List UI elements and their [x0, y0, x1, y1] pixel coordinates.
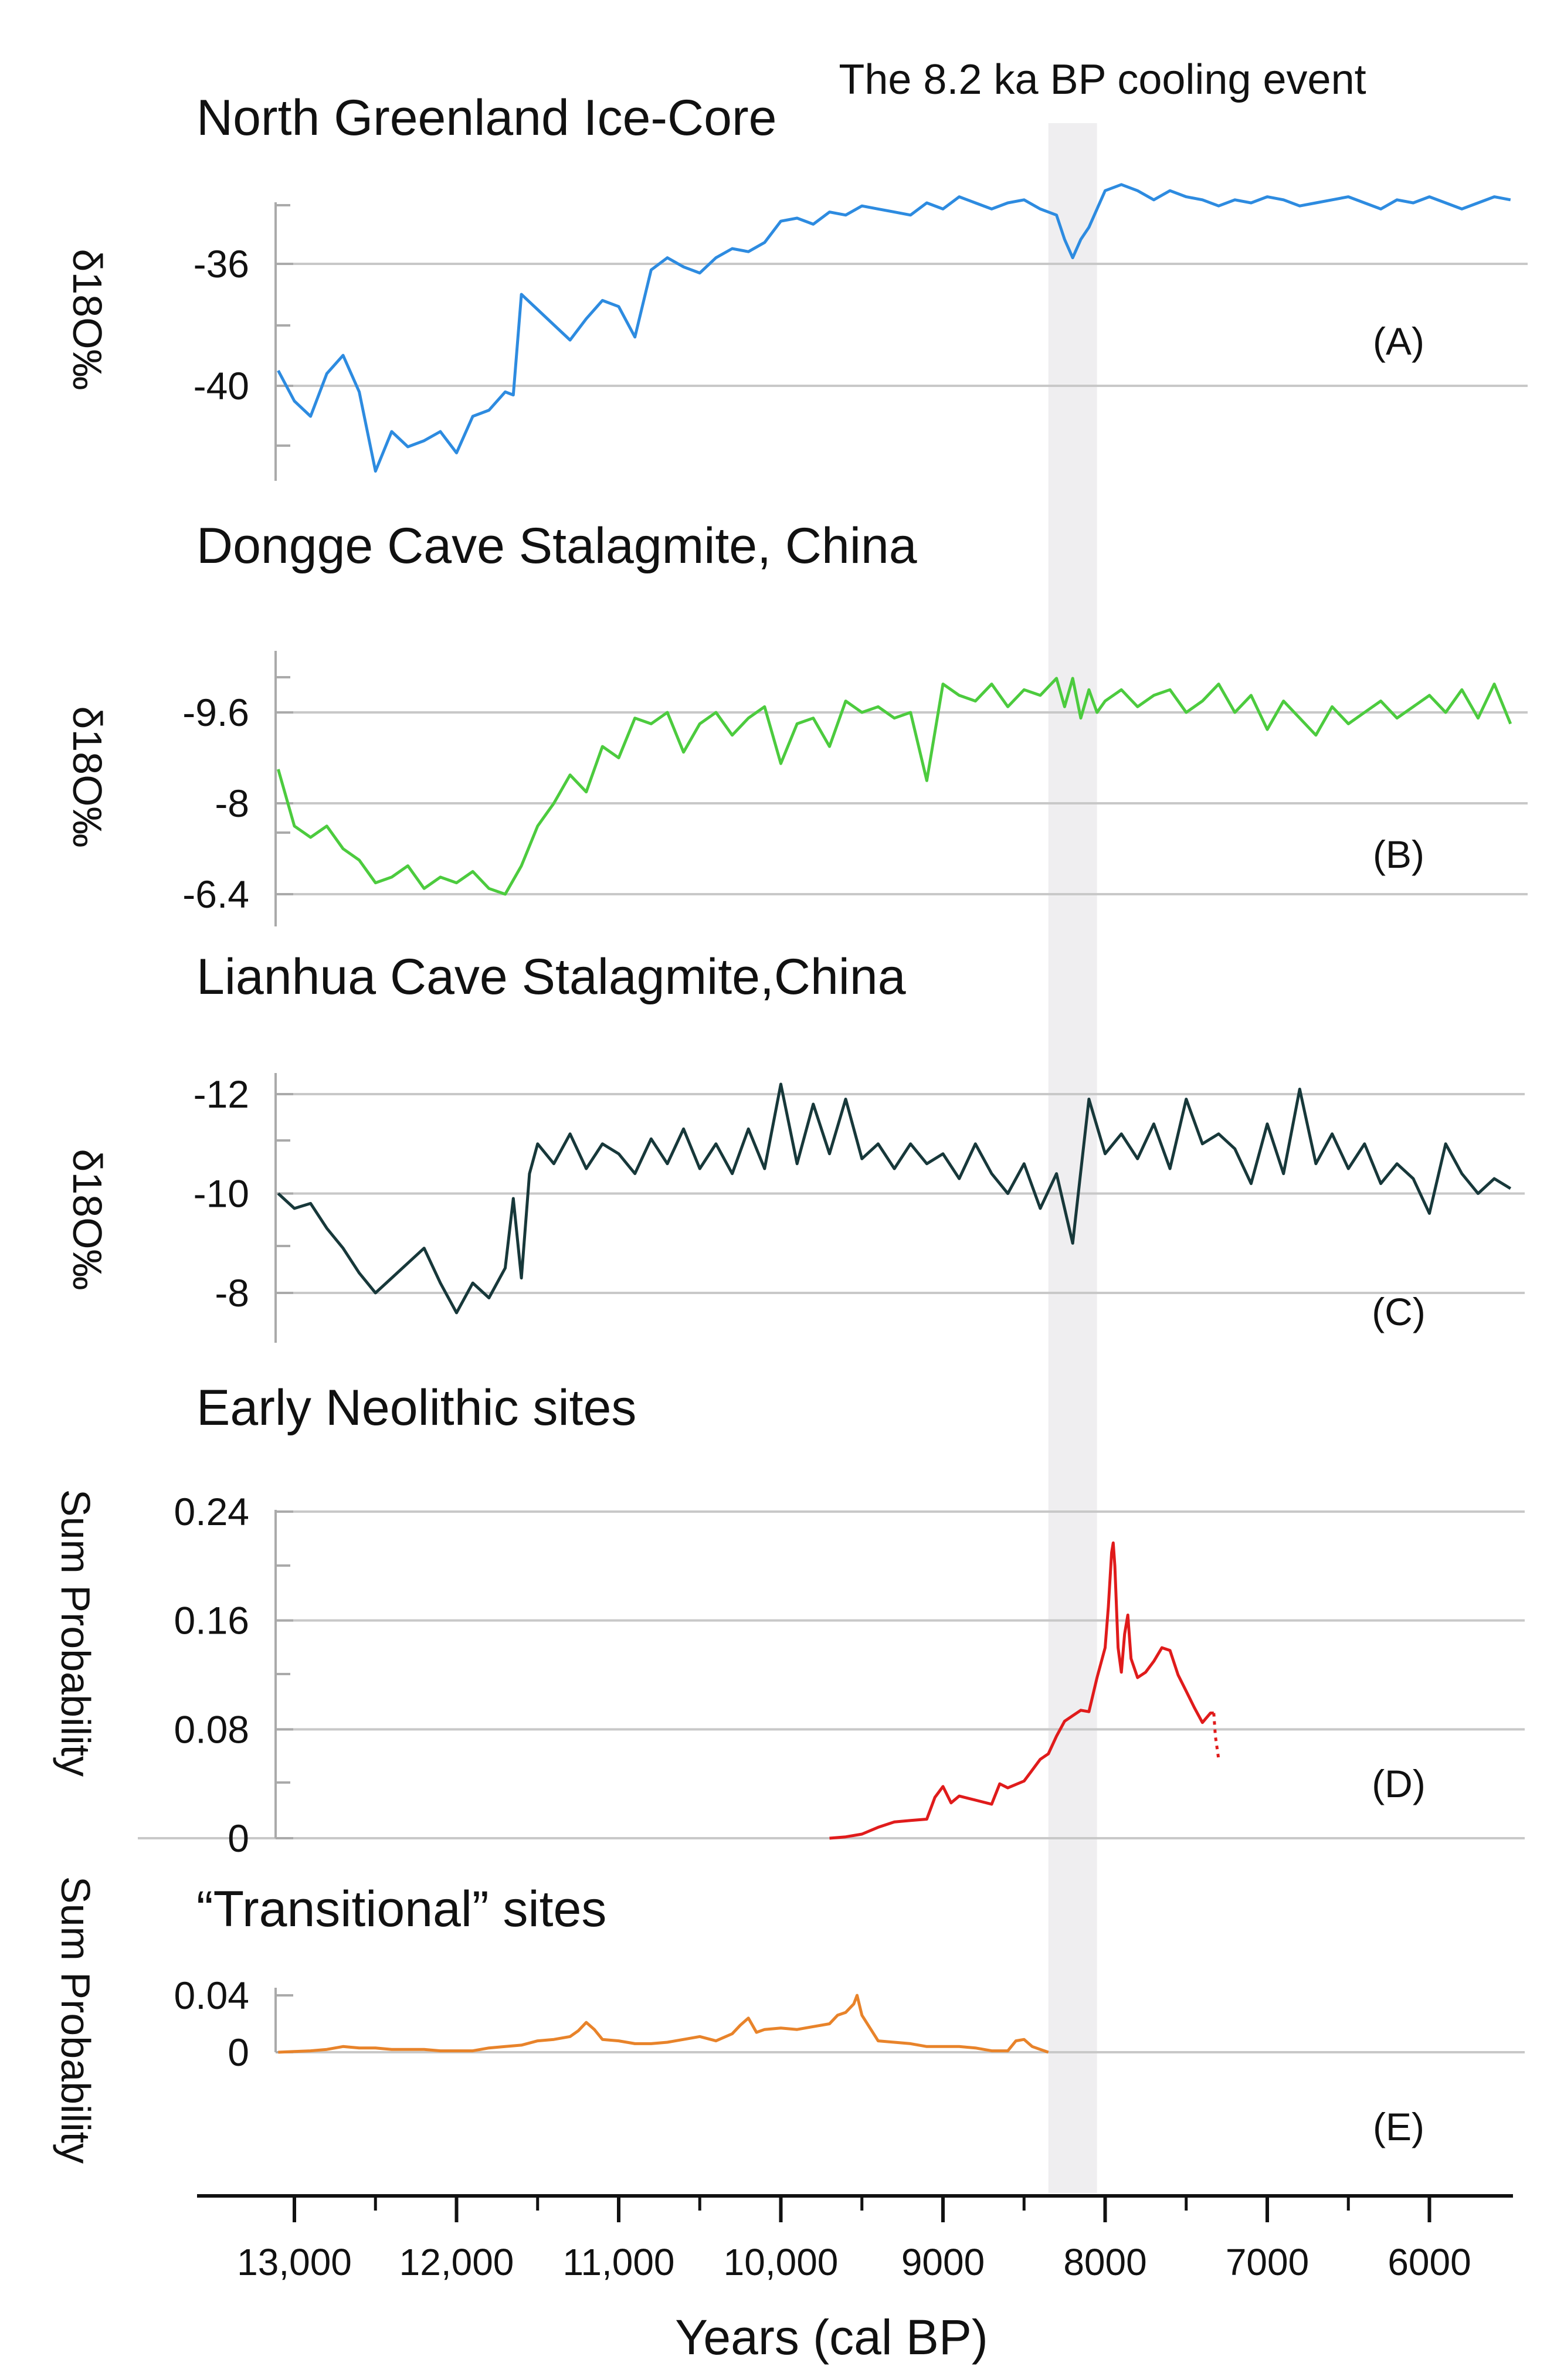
panel-title: “Transitional” sites — [196, 1881, 606, 1937]
series-line-A — [277, 183, 1511, 473]
series-line-B — [276, 677, 1512, 896]
panel-title: Lianhua Cave Stalagmite,China — [196, 949, 906, 1005]
x-tick-label: 12,000 — [399, 2241, 514, 2283]
panel-B: Dongge Cave Stalagmite, China -9.6 -8 -6.4 δ… — [65, 518, 1528, 926]
panel-C: Lianhua Cave Stalagmite,China -12 -10 -8 δ18… — [65, 949, 1525, 1343]
y-axis-label: δ18O‰ — [65, 1149, 110, 1290]
panel-letter: (D) — [1372, 1762, 1426, 1805]
x-tick-label: 13,000 — [237, 2241, 352, 2283]
panel-title: Early Neolithic sites — [196, 1380, 636, 1436]
y-tick-label: -36 — [194, 242, 249, 286]
x-axis-ticks: 13,000 12,000 11,000 10,000 9000 8000 7000 6000 — [237, 2196, 1471, 2283]
y-tick-label: -6.4 — [182, 872, 249, 916]
panel-letter: (C) — [1372, 1290, 1426, 1333]
x-tick-label: 7000 — [1226, 2241, 1309, 2283]
y-tick-label: -12 — [194, 1072, 249, 1116]
panel-title: North Greenland Ice-Core — [196, 90, 776, 146]
y-tick-label: -40 — [194, 364, 249, 408]
panel-letter: (B) — [1373, 833, 1424, 876]
series-line-D — [829, 1541, 1214, 1840]
x-tick-label: 10,000 — [724, 2241, 839, 2283]
panel-letter: (E) — [1373, 2105, 1424, 2148]
y-tick-label: -8 — [215, 1271, 249, 1315]
y-tick-label: 0.08 — [174, 1707, 249, 1751]
y-axis-label: Sum Probability — [53, 1876, 99, 2164]
x-tick-label: 11,000 — [563, 2241, 675, 2283]
y-tick-label: 0 — [228, 1817, 249, 1860]
cooling-event-band — [1048, 123, 1097, 2193]
y-tick-label: 0 — [228, 2031, 249, 2074]
panel-E: “Transitional” sites 0.04 0 Sum Probability… — [53, 1876, 1525, 2164]
panel-letter: (A) — [1373, 320, 1424, 363]
x-tick-label: 9000 — [901, 2241, 985, 2283]
y-tick-label: -10 — [194, 1172, 249, 1216]
panel-title: Dongge Cave Stalagmite, China — [196, 518, 917, 574]
y-tick-label: 0.04 — [174, 1974, 249, 2017]
panel-A: North Greenland Ice-Core -36 -40 δ18O‰ (A) — [65, 90, 1528, 481]
y-axis-label: δ18O‰ — [65, 706, 110, 847]
series-line-E — [278, 1994, 1049, 2054]
x-tick-label: 6000 — [1387, 2241, 1471, 2283]
x-tick-label: 8000 — [1063, 2241, 1146, 2283]
event-label: The 8.2 ka BP cooling event — [839, 56, 1366, 103]
panel-D: Early Neolithic sites 0.24 0.16 0.08 0 Sum Pr… — [53, 1380, 1525, 1860]
x-axis: 13,000 12,000 11,000 10,000 9000 8000 7000 6000… — [197, 2194, 1513, 2365]
series-line-C — [277, 1082, 1512, 1315]
x-axis-label: Years (cal BP) — [675, 2310, 988, 2365]
y-axis-label: Sum Probability — [53, 1489, 99, 1777]
y-tick-label: -9.6 — [182, 691, 249, 734]
y-tick-label: 0.24 — [174, 1490, 249, 1533]
y-axis-label: δ18O‰ — [65, 249, 110, 390]
y-tick-label: -8 — [215, 782, 249, 825]
y-tick-label: 0.16 — [174, 1599, 249, 1642]
panels: North Greenland Ice-Core -36 -40 δ18O‰ (A) Do… — [53, 90, 1528, 2164]
